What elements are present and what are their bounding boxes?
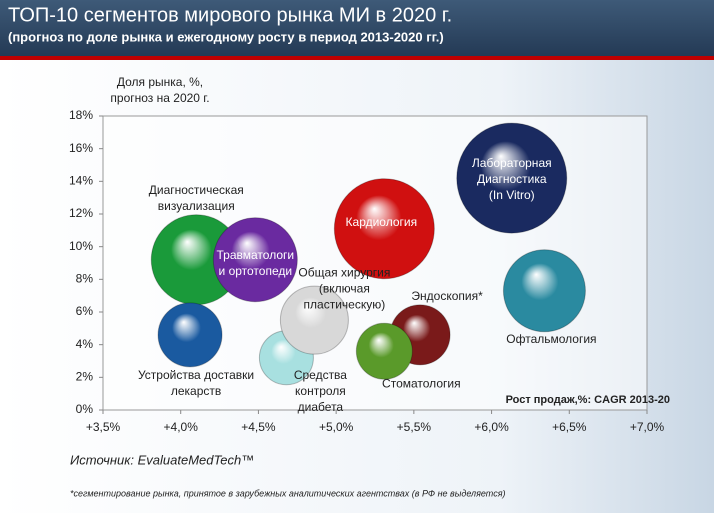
bubble (212, 217, 298, 303)
x-label: Рост продаж,%: CAGR 2013-20 (506, 394, 670, 406)
y-tick-label: 18% (69, 108, 93, 122)
x-tick-label: +6,5% (552, 420, 587, 434)
bubble-label: Кардиология (346, 215, 418, 229)
y-tick-label: 0% (76, 402, 94, 416)
bubble-label: (включая (319, 281, 370, 295)
footnote: *сегментирование рынка, принятое в заруб… (70, 488, 506, 498)
y-tick-label: 14% (69, 174, 93, 188)
x-tick-label: +4,5% (241, 420, 276, 434)
bubble-label: Диагностическая (149, 183, 244, 197)
bubble (502, 249, 586, 333)
bubble-label: Диагностика (477, 172, 547, 186)
source: Источник: EvaluateMedTech™ (70, 452, 254, 467)
x-tick-label: +5,5% (397, 420, 432, 434)
y-tick-label: 12% (69, 206, 93, 220)
x-tick-label: +4,0% (164, 420, 199, 434)
bubble-label: Устройства доставки (138, 368, 254, 382)
y-tick-label: 10% (69, 239, 93, 253)
y-tick-label: 6% (76, 304, 94, 318)
subtitle: (прогноз по доле рынка и ежегодному рост… (8, 29, 444, 44)
header-stripe (0, 56, 714, 60)
bubble-label: контроля (295, 384, 346, 398)
bubble (456, 122, 568, 234)
bubble (333, 178, 435, 280)
x-tick-label: +6,0% (474, 420, 509, 434)
bubble-label: Средства (294, 368, 347, 382)
bubble (157, 302, 223, 368)
y-tick-label: 2% (76, 370, 94, 384)
y-tick-label: 16% (69, 141, 93, 155)
bubble (279, 285, 349, 355)
bubble (355, 322, 413, 380)
bubble-label: и ортотопеди (219, 264, 293, 278)
bubble-label: Эндоскопия* (411, 289, 483, 303)
x-tick-label: +3,5% (86, 420, 121, 434)
y-label: Доля рынка, %, (117, 75, 203, 89)
title: ТОП-10 сегментов мирового рынка МИ в 202… (8, 4, 452, 26)
bubble-label: Стоматология (382, 376, 461, 390)
y-tick-label: 4% (76, 337, 94, 351)
x-tick-label: +5,0% (319, 420, 354, 434)
header-bar (0, 0, 714, 56)
bubble-label: визуализация (158, 199, 235, 213)
bubble-label: (In Vitro) (489, 188, 535, 202)
bubble-label: Офтальмология (506, 332, 596, 346)
bubble-label: Травматологи (217, 248, 295, 262)
bubble-label: пластическую) (304, 297, 386, 311)
bubble-label: лекарств (171, 384, 221, 398)
bubble-label: диабета (298, 400, 344, 414)
x-tick-label: +7,0% (630, 420, 665, 434)
y-tick-label: 8% (76, 272, 94, 286)
y-label: прогноз на 2020 г. (110, 91, 209, 105)
bubble-label: Лабораторная (472, 156, 552, 170)
bubble-label: Общая хирургия (298, 265, 390, 279)
